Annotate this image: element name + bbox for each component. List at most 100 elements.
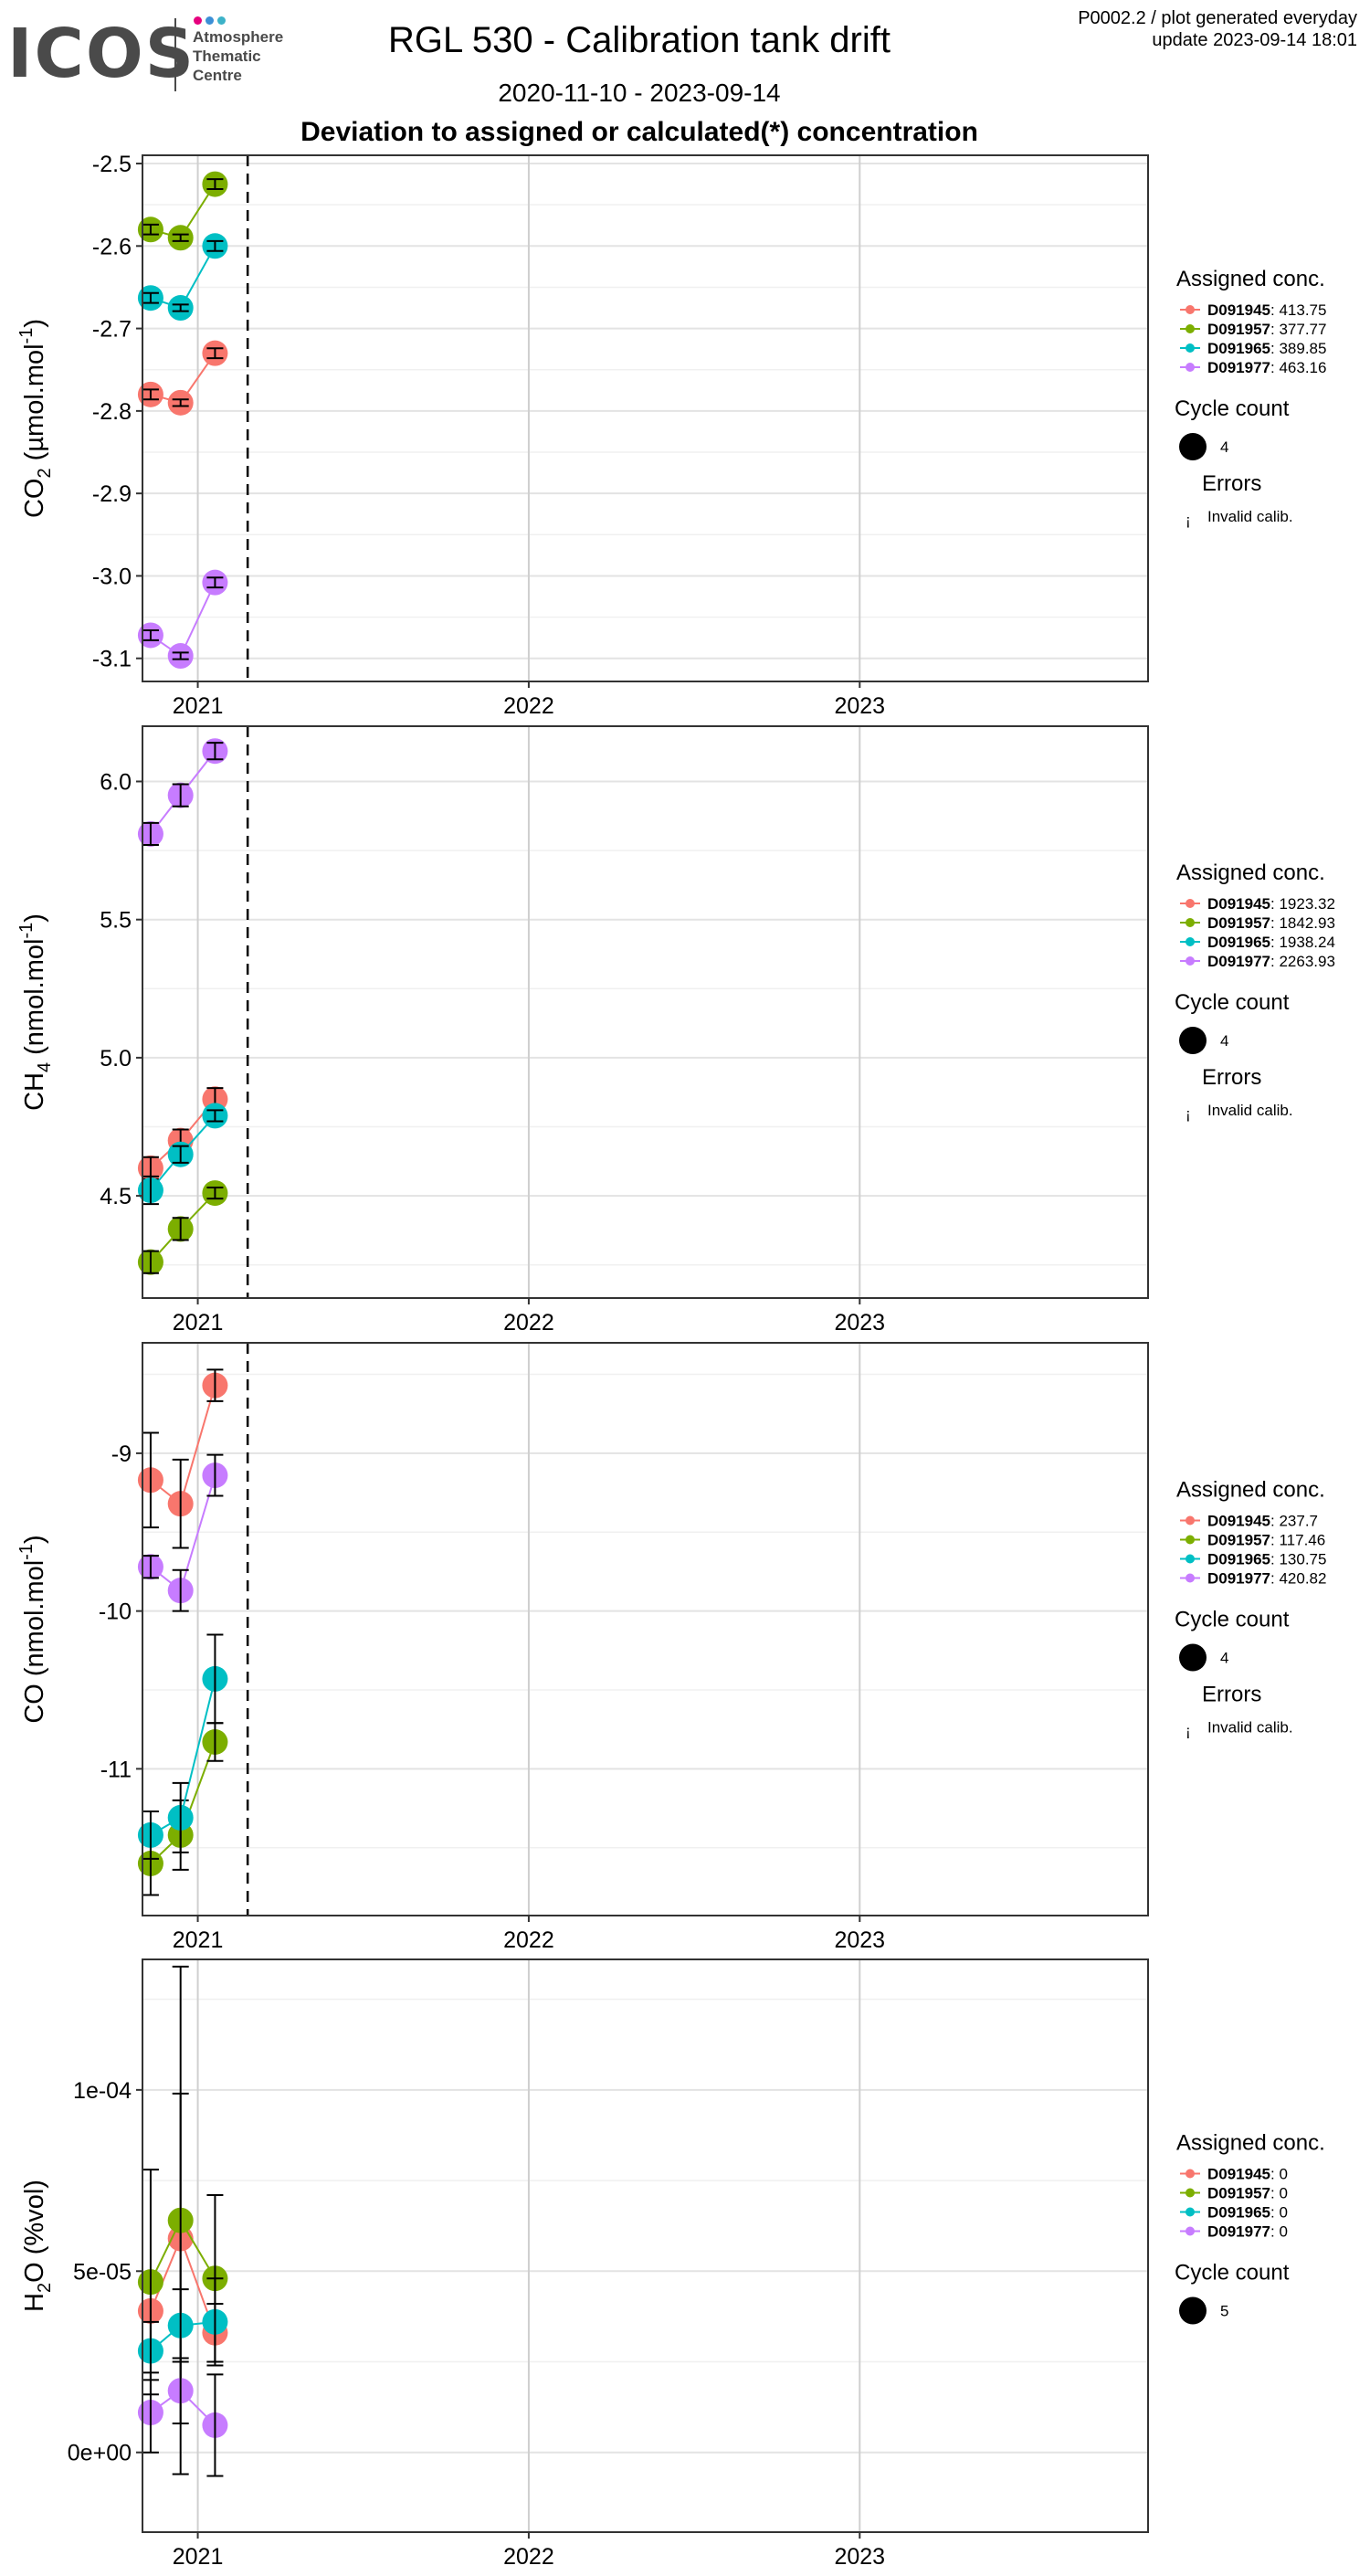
y-tick-label: -11: [100, 1757, 132, 1782]
legend-error-symbol: ¡: [1186, 512, 1191, 529]
x-tick-label: 2023: [834, 693, 885, 719]
y-tick-label: 5e-05: [73, 2259, 132, 2285]
legend-title-assigned: Assigned conc.: [1176, 2131, 1325, 2156]
legend-title-cycle: Cycle count: [1175, 396, 1290, 421]
x-tick-label: 2023: [834, 1310, 885, 1336]
panel-h2o: 0e+00 5e-05 1e-04 2021 2022 2023 H2O (%vol) Ass…: [20, 1958, 1325, 2570]
x-tick-label: 2022: [503, 1927, 554, 1953]
legend-title-assigned: Assigned conc.: [1176, 267, 1325, 291]
legend-key-dot: [1186, 899, 1195, 908]
logo-divider: [174, 18, 176, 91]
plot-border: [142, 154, 1149, 682]
legend-error-symbol: ¡: [1186, 1105, 1191, 1123]
y-tick-label: -2.8: [92, 399, 132, 425]
legend-entry-D091977: D091977: 420.82: [1207, 1570, 1326, 1588]
legend-invalid-calib: Invalid calib.: [1207, 1102, 1293, 1119]
panel-ch4: 4.5 5.0 5.5 6.0 2021 2022 2023 CH4 (nmol.mol-1)…: [16, 725, 1335, 1336]
x-tick-label: 2023: [834, 2544, 885, 2570]
panel-co: -9 -10 -11 2021 2022 2023 CO (nmol.mol-1) Assig…: [16, 1342, 1326, 1953]
legend-key-dot: [1186, 1515, 1195, 1526]
y-tick-label: 0e+00: [68, 2441, 132, 2466]
legend-key-dot: [1186, 1554, 1195, 1564]
x-tick-label: 2022: [503, 693, 554, 719]
legend-key-dot: [1186, 1573, 1195, 1583]
update-time: update 2023-09-14 18:01: [1152, 30, 1357, 50]
legend-title-assigned: Assigned conc.: [1176, 860, 1325, 885]
legend-key-dot: [1186, 305, 1195, 314]
legend-title-cycle: Cycle count: [1175, 2261, 1290, 2286]
legend-invalid-calib: Invalid calib.: [1207, 1719, 1293, 1737]
y-axis-label: CO2 (µmol.mol-1): [16, 319, 55, 518]
y-tick-label: -3.0: [92, 564, 132, 589]
legend-error-symbol: ¡: [1186, 1723, 1191, 1740]
y-tick-label: -3.1: [92, 647, 132, 672]
logo-dot-cyan: [217, 16, 226, 25]
legend-entry-D091945: D091945: 413.75: [1207, 301, 1326, 319]
legend-cycle-dot: [1179, 433, 1207, 460]
y-axis-label: CH4 (nmol.mol-1): [16, 913, 55, 1111]
legend-entry-D091945: D091945: 237.7: [1207, 1513, 1318, 1530]
y-tick-label: 5.0: [100, 1046, 132, 1072]
legend-entry-D091945: D091945: 0: [1207, 2166, 1288, 2183]
logo-subtitle: Atmosphere Thematic Centre: [193, 27, 283, 85]
legend-title-errors: Errors: [1202, 1683, 1261, 1707]
icos-logo: ICOS Atmosphere Thematic Centre: [7, 13, 300, 95]
legend-entry-D091957: D091957: 0: [1207, 2185, 1288, 2202]
legend-entry-D091977: D091977: 0: [1207, 2223, 1288, 2241]
legend-cycle-count: 4: [1220, 438, 1228, 456]
legend-key-dot: [1186, 2169, 1195, 2179]
legend-entry-D091965: D091965: 0: [1207, 2204, 1288, 2222]
legend-key-dot: [1186, 937, 1195, 946]
x-tick-label: 2021: [173, 2544, 224, 2570]
plot-background: [142, 155, 1148, 681]
y-axis-label: H2O (%vol): [20, 2180, 55, 2312]
x-tick-label: 2021: [173, 693, 224, 719]
legend-cycle-count: 4: [1220, 1650, 1228, 1667]
legend-cycle-dot: [1179, 1027, 1207, 1054]
legend-key-dot: [1186, 2188, 1195, 2198]
x-tick-label: 2022: [503, 1310, 554, 1336]
y-tick-label: -9: [111, 1441, 132, 1467]
logo-dot-magenta: [194, 16, 202, 25]
logo-line-3: Centre: [193, 67, 242, 84]
plot-info: P0002.2 / plot generated everyday update…: [1078, 7, 1357, 51]
y-tick-label: 4.5: [100, 1184, 132, 1209]
page-title: RGL 530 - Calibration tank drift: [388, 20, 890, 60]
legend-cycle-count: 5: [1220, 2303, 1228, 2320]
legend-cycle-dot: [1179, 2296, 1207, 2325]
legend-cycle-count: 4: [1220, 1032, 1228, 1050]
logo-line-1: Atmosphere: [193, 28, 284, 46]
legend-h2o: Assigned conc. D091945: 0 D091957: 0 D09196…: [1175, 2131, 1325, 2325]
legend-entry-D091965: D091965: 130.75: [1207, 1551, 1326, 1568]
x-tick-label: 2021: [173, 1927, 224, 1953]
chart-subtitle: Deviation to assigned or calculated(*) c…: [300, 117, 978, 147]
plot-border: [142, 725, 1149, 1299]
legend-key-dot: [1186, 918, 1195, 927]
legend-key-dot: [1186, 324, 1195, 333]
y-tick-label: -2.6: [92, 234, 132, 259]
logo-dot-blue: [206, 16, 214, 25]
legend-invalid-calib: Invalid calib.: [1207, 508, 1293, 525]
legend-entry-D091957: D091957: 117.46: [1207, 1532, 1325, 1549]
legend-key-dot: [1186, 343, 1195, 353]
legend-title-cycle: Cycle count: [1175, 990, 1290, 1015]
legend-entry-D091965: D091965: 389.85: [1207, 340, 1326, 357]
y-tick-label: -2.5: [92, 152, 132, 177]
legend-co: Assigned conc. D091945: 237.7 D091957: 117…: [1175, 1478, 1326, 1740]
legend-entry-D091977: D091977: 2263.93: [1207, 953, 1335, 970]
x-tick-label: 2022: [503, 2544, 554, 2570]
plot-border: [142, 1958, 1149, 2533]
plot-code: P0002.2 / plot generated everyday: [1078, 8, 1357, 28]
legend-entry-D091945: D091945: 1923.32: [1207, 895, 1335, 913]
y-tick-label: 1e-04: [73, 2078, 132, 2104]
logo-line-2: Thematic: [193, 48, 261, 65]
legend-title-errors: Errors: [1202, 1065, 1261, 1090]
legend-entry-D091977: D091977: 463.16: [1207, 359, 1326, 376]
legend-entry-D091957: D091957: 377.77: [1207, 321, 1326, 338]
legend-key-dot: [1186, 363, 1195, 372]
legend-key-dot: [1186, 1535, 1195, 1545]
plot-border: [142, 1342, 1149, 1916]
legend-entry-D091965: D091965: 1938.24: [1207, 934, 1335, 951]
logo-wordmark: ICOS: [7, 15, 196, 93]
